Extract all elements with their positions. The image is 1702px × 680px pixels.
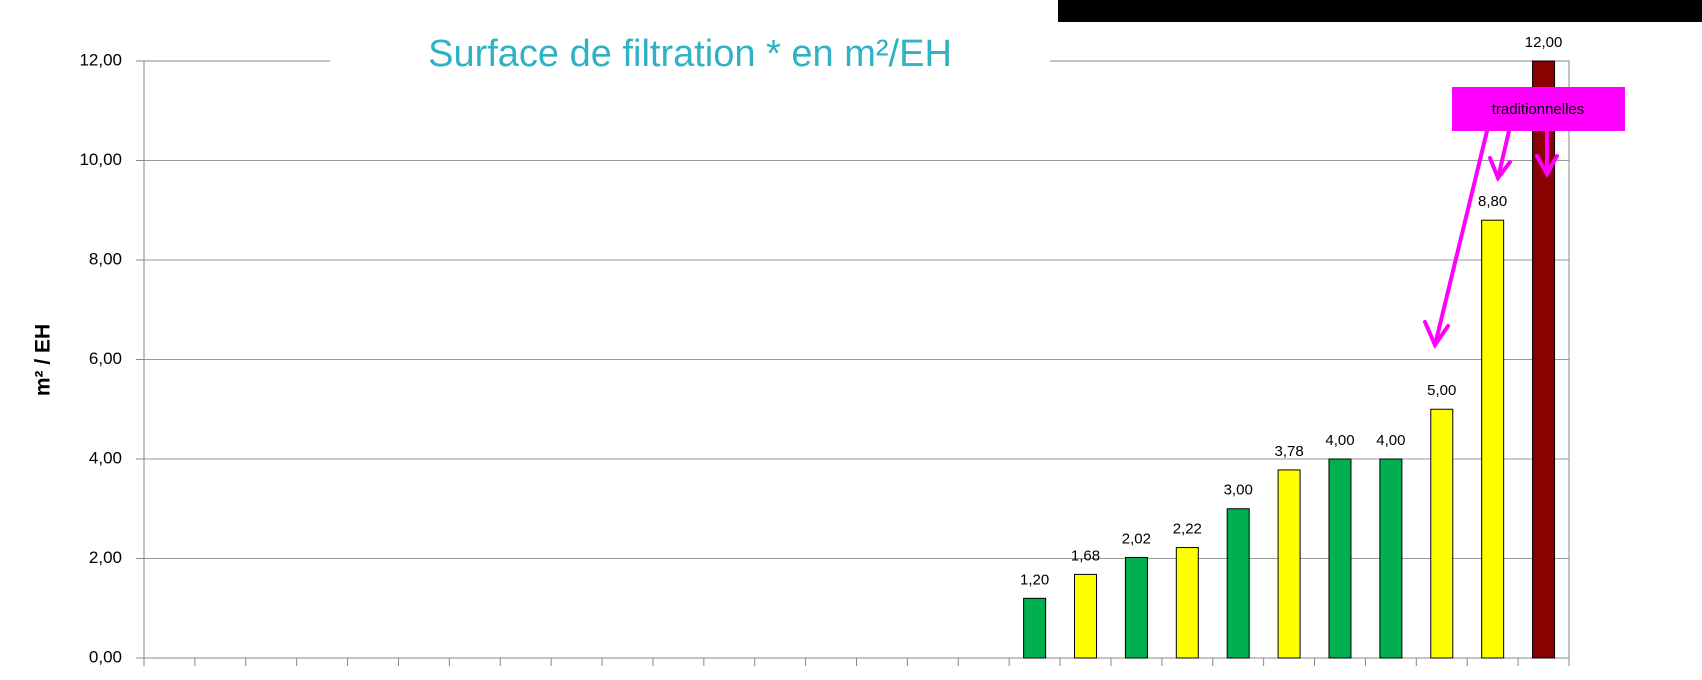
bar <box>1023 597 1047 659</box>
black-banner <box>1058 0 1702 22</box>
y-tick-label: 4,00 <box>89 448 122 467</box>
bar <box>1379 458 1403 659</box>
arrow-head <box>1535 154 1559 179</box>
bar <box>1175 547 1199 659</box>
y-axis-label: m² / EH <box>32 324 55 396</box>
bar <box>1430 408 1454 659</box>
bar <box>1328 458 1352 659</box>
arrow-head <box>1488 156 1512 183</box>
title-background <box>330 28 1050 84</box>
value-label: 3,78 <box>1274 443 1303 460</box>
value-label: 1,20 <box>1020 571 1049 588</box>
y-tick-label: 12,00 <box>79 50 122 69</box>
annotation-box <box>1452 87 1625 131</box>
value-label: 12,00 <box>1525 34 1563 51</box>
bar <box>1277 469 1301 659</box>
arrow-head <box>1423 320 1450 350</box>
bar <box>1124 557 1148 659</box>
grid <box>136 60 1570 666</box>
value-label: 8,80 <box>1478 193 1507 210</box>
y-tick-label: 6,00 <box>89 349 122 368</box>
value-label: 2,02 <box>1122 530 1151 547</box>
bar <box>1532 60 1556 659</box>
y-tick-label: 0,00 <box>89 647 122 666</box>
bar <box>1074 573 1098 659</box>
arrow <box>1496 129 1511 180</box>
arrow <box>1433 129 1489 347</box>
bar <box>1226 508 1250 659</box>
value-label: 3,00 <box>1224 482 1253 499</box>
annotation-text: traditionnelles <box>1492 101 1585 118</box>
annotation-arrows <box>1423 129 1559 350</box>
y-tick-label: 2,00 <box>89 548 122 567</box>
value-label: 2,22 <box>1173 521 1202 538</box>
value-label: 4,00 <box>1376 432 1405 449</box>
y-tick-label: 10,00 <box>79 150 122 169</box>
marks: 1,20 1,68 2,02 2,22 3,00 3,78 4,00 4,00 5,00 8,80… <box>1020 34 1563 659</box>
bar <box>1481 219 1505 659</box>
value-label: 5,00 <box>1427 382 1456 399</box>
value-label: 4,00 <box>1325 432 1354 449</box>
value-label: 1,68 <box>1071 547 1100 564</box>
chart-title: Surface de filtration * en m²/EH <box>428 33 952 75</box>
y-tick-label: 8,00 <box>89 249 122 268</box>
